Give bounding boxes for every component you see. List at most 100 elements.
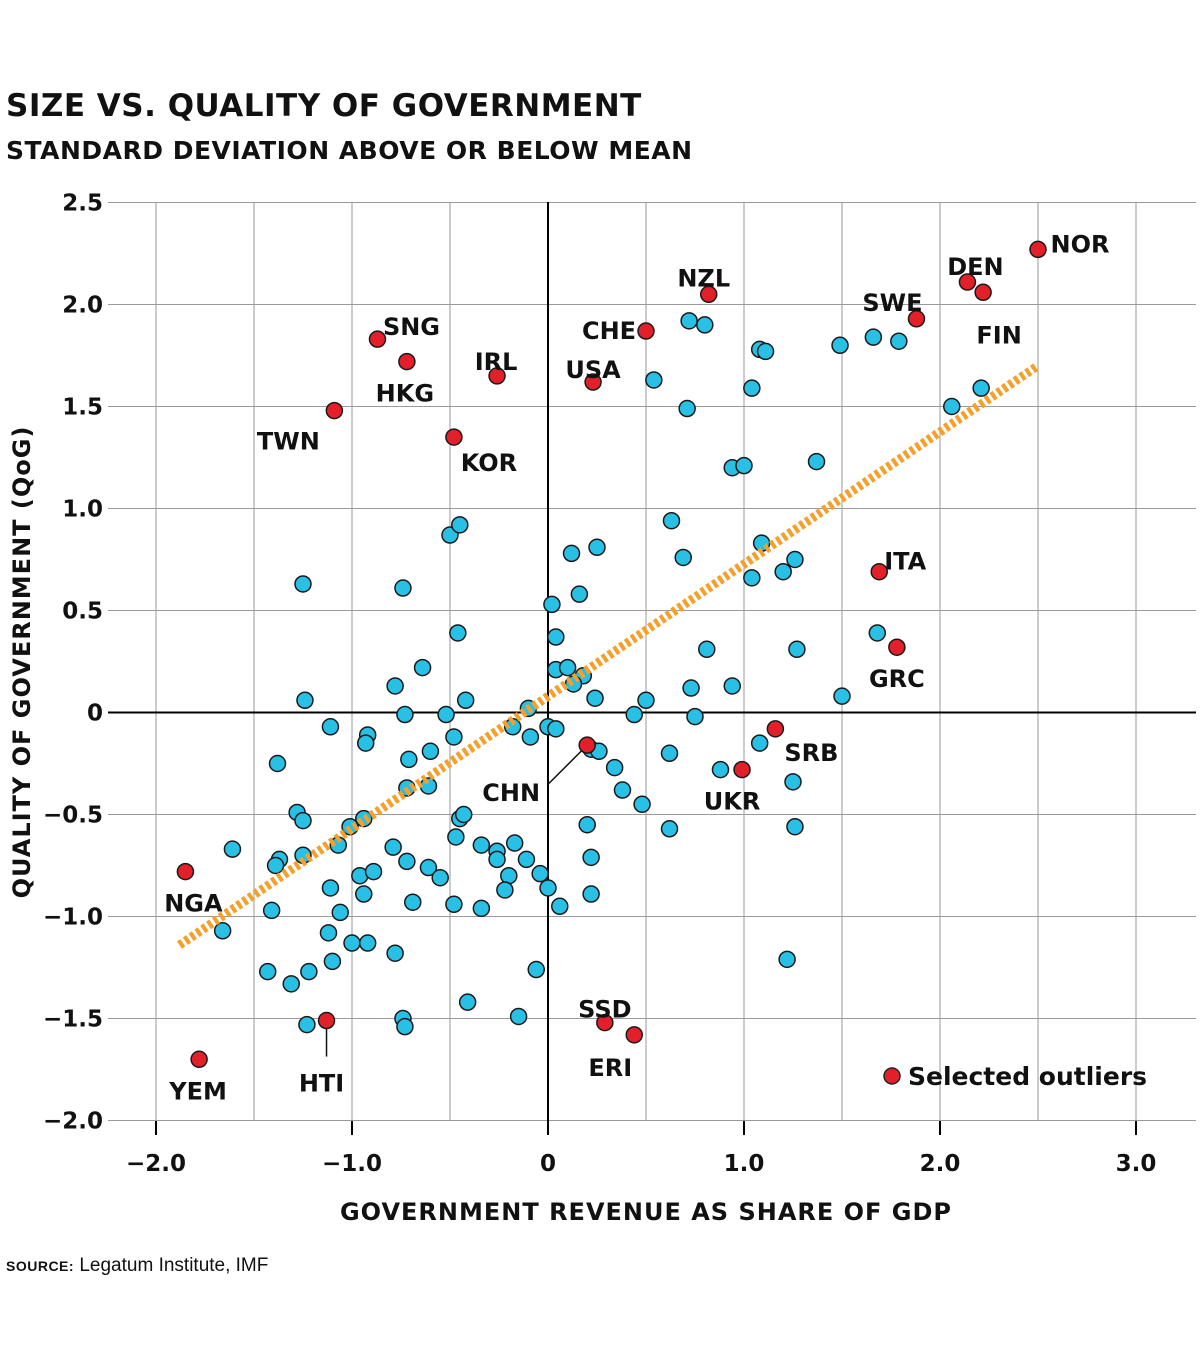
data-point bbox=[633, 795, 651, 814]
trend-line bbox=[177, 361, 1041, 949]
data-point bbox=[868, 624, 887, 642]
x-tick-label: 0 bbox=[540, 1151, 556, 1177]
outlier-point bbox=[325, 401, 344, 420]
outlier-point bbox=[625, 1026, 643, 1044]
x-tick-label: −2.0 bbox=[126, 1151, 186, 1177]
data-point bbox=[386, 944, 404, 962]
data-point bbox=[756, 342, 775, 361]
data-point bbox=[662, 511, 681, 530]
data-point bbox=[743, 569, 761, 587]
data-point bbox=[321, 879, 340, 897]
chart-subtitle: STANDARD DEVIATION ABOVE OR BELOW MEAN bbox=[6, 136, 693, 165]
outlier-label: UKR bbox=[704, 788, 761, 816]
data-point bbox=[788, 640, 806, 659]
data-point bbox=[784, 773, 802, 791]
data-point bbox=[319, 924, 338, 942]
outlier-label: SRB bbox=[784, 739, 838, 767]
data-point bbox=[786, 817, 804, 836]
legend: Selected outliers bbox=[883, 1062, 1147, 1091]
outlier-point bbox=[584, 373, 602, 391]
data-point bbox=[396, 1017, 414, 1036]
outlier-label: HKG bbox=[376, 380, 434, 408]
source-label: SOURCE: bbox=[6, 1258, 75, 1274]
data-point bbox=[223, 840, 242, 858]
outlier-point bbox=[733, 760, 751, 779]
scatter-chart: −2.0 −1.0 0 1.0 2.0 3.0 2.5 2.0 1.5 1.0 0.5 0 −0.5 −1… bbox=[8, 191, 1196, 1226]
data-point bbox=[496, 881, 514, 899]
data-point bbox=[321, 718, 340, 736]
tick-labels: −2.0 −1.0 0 1.0 2.0 3.0 2.5 2.0 1.5 1.0 0.5 0 −0.5 −1… bbox=[43, 191, 1156, 1178]
y-axis-label: QUALITY OF GOVERNMENT (QoG) bbox=[8, 426, 36, 899]
outlier-point bbox=[1029, 240, 1047, 259]
data-point bbox=[258, 962, 277, 981]
outlier-point bbox=[699, 285, 718, 304]
data-point bbox=[586, 689, 604, 707]
data-point bbox=[527, 960, 545, 979]
outlier-label: HTI bbox=[299, 1070, 344, 1098]
outlier-label: KOR bbox=[461, 449, 517, 477]
data-point bbox=[711, 760, 730, 779]
outlier-point bbox=[596, 1013, 614, 1032]
source-note: SOURCE: Legatum Institute, IMF bbox=[6, 1255, 268, 1277]
data-point bbox=[358, 934, 377, 952]
outlier-label: GRC bbox=[869, 665, 925, 693]
y-tick-label: 1.5 bbox=[62, 395, 103, 421]
data-point bbox=[331, 903, 349, 922]
data-point bbox=[723, 677, 741, 695]
outlier-point bbox=[176, 862, 195, 881]
data-point bbox=[404, 893, 422, 911]
outlier-point bbox=[958, 273, 977, 291]
data-point bbox=[449, 624, 467, 642]
x-tick-label: 1.0 bbox=[724, 1151, 765, 1177]
outlier-points bbox=[176, 240, 1047, 1069]
data-point bbox=[698, 640, 716, 659]
data-point bbox=[743, 379, 761, 397]
data-point bbox=[582, 885, 600, 903]
data-point bbox=[943, 397, 961, 416]
data-point bbox=[300, 962, 318, 981]
data-point bbox=[294, 575, 312, 593]
outlier-label: NOR bbox=[1051, 230, 1110, 258]
data-point bbox=[447, 828, 465, 846]
data-point bbox=[421, 742, 440, 761]
data-point bbox=[343, 934, 361, 952]
data-point bbox=[521, 728, 540, 746]
label-leader-line bbox=[546, 749, 583, 786]
data-point bbox=[786, 550, 804, 569]
outlier-label: SNG bbox=[383, 313, 440, 341]
outlier-label: USA bbox=[565, 356, 621, 384]
grid-lines bbox=[108, 202, 1196, 1121]
outlier-label: SWE bbox=[862, 289, 922, 317]
outlier-label: CHE bbox=[582, 317, 636, 345]
outlier-label: NZL bbox=[677, 264, 730, 292]
trend-line-group bbox=[177, 361, 1041, 949]
data-point bbox=[472, 899, 491, 918]
data-point bbox=[500, 866, 518, 885]
data-point bbox=[682, 679, 700, 697]
data-point bbox=[445, 728, 463, 746]
data-point bbox=[294, 811, 312, 830]
outlier-label: SSD bbox=[578, 996, 631, 1024]
data-point bbox=[750, 734, 769, 752]
data-point bbox=[213, 922, 232, 940]
outlier-label: YEM bbox=[168, 1077, 227, 1105]
data-point bbox=[398, 852, 416, 871]
outlier-label: TWN bbox=[257, 428, 320, 456]
outlier-point bbox=[870, 562, 888, 581]
outlier-label: NGA bbox=[164, 890, 223, 918]
data-point bbox=[833, 687, 851, 705]
data-point bbox=[298, 1015, 316, 1034]
data-point bbox=[323, 952, 342, 971]
data-point bbox=[505, 834, 524, 852]
x-tick-label: −1.0 bbox=[322, 1151, 382, 1177]
x-tick-label: 3.0 bbox=[1116, 1151, 1157, 1177]
data-point bbox=[458, 993, 477, 1011]
data-point bbox=[570, 585, 589, 603]
zero-axes bbox=[108, 202, 1196, 1121]
outlier-point bbox=[317, 1011, 336, 1030]
legend-label: Selected outliers bbox=[908, 1062, 1147, 1091]
outlier-point bbox=[974, 283, 992, 302]
data-point bbox=[686, 707, 704, 726]
data-point bbox=[660, 820, 679, 838]
data-point bbox=[637, 691, 655, 710]
